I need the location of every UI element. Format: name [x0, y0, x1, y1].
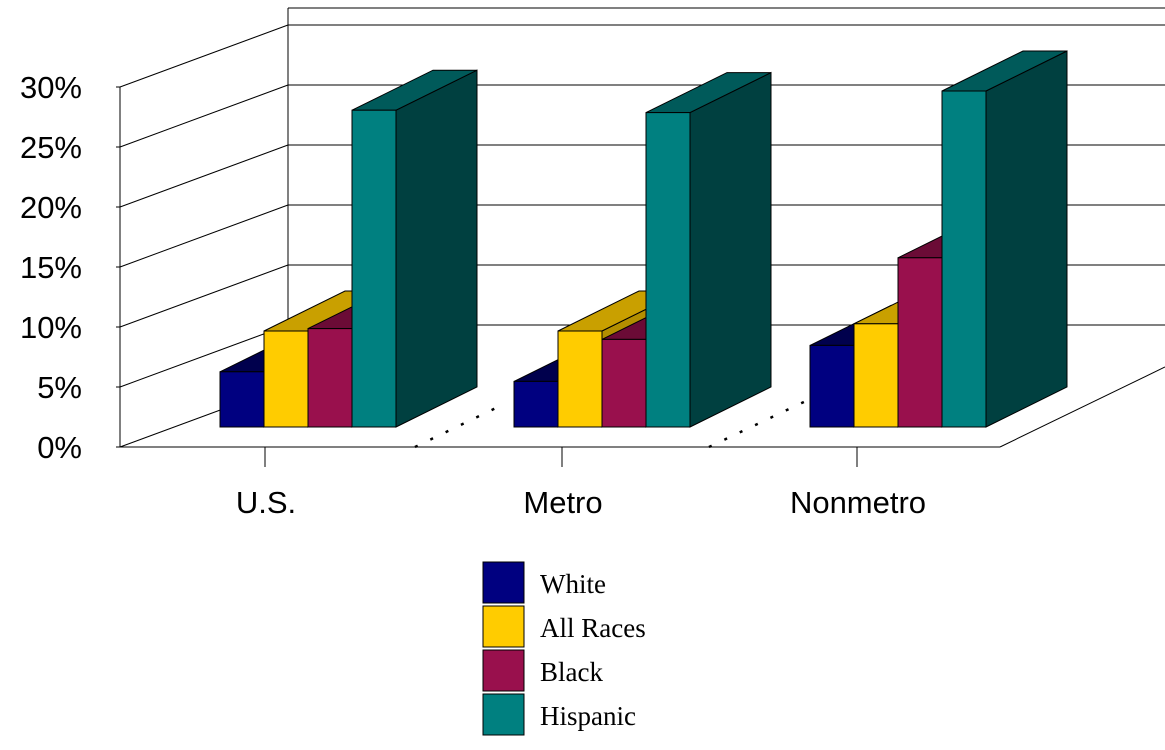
bar-front-face	[853, 323, 899, 428]
bar-front-face	[601, 338, 647, 428]
gridline-left-wall	[119, 204, 289, 268]
floor-divider	[414, 404, 501, 449]
bar-metro-hispanic	[645, 71, 772, 428]
legend-swatch	[482, 605, 525, 648]
gridline-left-wall	[119, 84, 289, 148]
y-tick-label: 0%	[37, 430, 82, 465]
legend-label: Hispanic	[540, 701, 636, 731]
gridline-left-wall	[119, 144, 289, 208]
y-tick-label: 20%	[20, 190, 82, 225]
gridline-left-wall	[119, 324, 289, 388]
legend-label: White	[540, 569, 606, 599]
bar-front-face	[513, 380, 559, 428]
bar-front-face	[645, 112, 691, 428]
x-category-label: Metro	[523, 485, 602, 520]
x-category-label: U.S.	[236, 485, 296, 520]
bar-nonmetro-hispanic	[941, 50, 1068, 428]
y-tick-label: 5%	[37, 370, 82, 405]
bar-front-face	[219, 371, 265, 428]
y-axis-ticks: 0% 5% 10% 15% 20% 25% 30%	[20, 70, 82, 465]
bar-side-face	[395, 69, 478, 428]
legend-label: Black	[540, 657, 603, 687]
bar-front-face	[307, 328, 353, 428]
gridline-left-wall	[119, 24, 289, 88]
x-axis-categories: U.S. Metro Nonmetro	[236, 447, 926, 520]
legend: White All Races Black Hispanic	[482, 561, 646, 736]
bar-side-face	[689, 71, 772, 428]
legend-swatch	[482, 649, 525, 692]
bar-side-face	[985, 50, 1068, 428]
bar-front-face	[941, 90, 987, 428]
gridline-left-wall	[119, 264, 289, 328]
bar-front-face	[897, 257, 943, 428]
y-tick-label: 30%	[20, 70, 82, 105]
x-category-label: Nonmetro	[790, 485, 926, 520]
floor-right-edge	[999, 366, 1165, 448]
bar-front-face	[263, 330, 309, 428]
bar-front-face	[557, 330, 603, 428]
legend-swatch	[482, 693, 525, 736]
legend-label: All Races	[540, 613, 646, 643]
y-tick-label: 10%	[20, 310, 82, 345]
bar-front-face	[351, 109, 397, 428]
legend-item-allraces: All Races	[482, 605, 646, 648]
bar-us-hispanic	[351, 69, 478, 428]
legend-swatch	[482, 561, 525, 604]
legend-item-hispanic: Hispanic	[482, 693, 636, 736]
legend-item-white: White	[482, 561, 606, 604]
bars	[219, 50, 1068, 449]
floor-divider	[708, 398, 809, 449]
y-tick-label: 25%	[20, 130, 82, 165]
bar-front-face	[809, 344, 855, 428]
y-tick-label: 15%	[20, 250, 82, 285]
legend-item-black: Black	[482, 649, 603, 692]
